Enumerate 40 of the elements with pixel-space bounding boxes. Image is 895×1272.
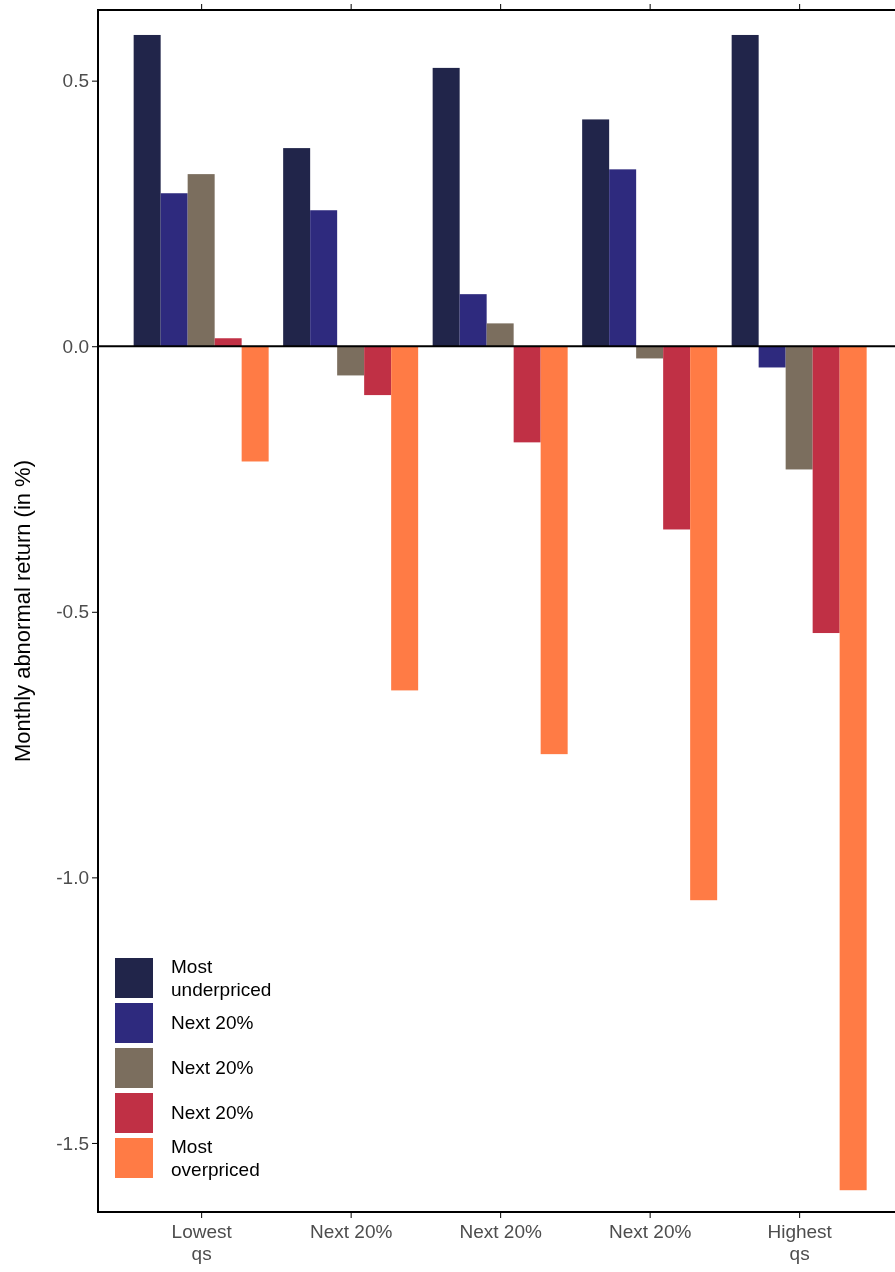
bar: [160, 193, 188, 347]
bar: [459, 294, 487, 347]
bar: [540, 346, 568, 755]
y-axis-title: Monthly abnormal return (in %): [10, 459, 35, 763]
bar: [337, 346, 365, 376]
x-tick-label: Next 20%: [309, 1221, 393, 1242]
bar: [513, 346, 541, 443]
x-tick-label: Lowest qs: [171, 1221, 233, 1264]
bar: [609, 169, 637, 347]
bar: [690, 346, 718, 901]
bar: [310, 210, 338, 347]
bar: [839, 346, 867, 1191]
bar: [636, 346, 664, 359]
bar: [486, 323, 514, 347]
bar: [241, 346, 269, 462]
x-tick-label: Highest qs: [767, 1221, 833, 1264]
bar: [731, 34, 759, 347]
y-tick-label: -1.5: [56, 1132, 89, 1154]
bar: [283, 148, 311, 347]
y-tick-label: -0.5: [56, 601, 89, 623]
legend-label: Most overpriced: [171, 1135, 260, 1180]
x-tick-label: Next 20%: [608, 1221, 692, 1242]
bar: [364, 346, 392, 396]
bar: [663, 346, 691, 530]
bar: [432, 67, 460, 347]
legend-label: Most underpriced: [171, 955, 272, 1000]
legend-label: Next 20%: [171, 1012, 254, 1033]
bar: [187, 174, 215, 347]
x-tick-label: Next 20%: [459, 1221, 542, 1242]
bar: [582, 119, 610, 347]
bar: [133, 34, 161, 347]
bar: [758, 346, 786, 368]
y-tick-label: 0.5: [62, 70, 89, 92]
bar: [812, 346, 840, 634]
legend-label: Next 20%: [171, 1057, 254, 1078]
legend-label: Next 20%: [171, 1102, 254, 1123]
bar: [785, 346, 813, 470]
bar: [391, 346, 419, 691]
y-tick-label: 0.0: [62, 335, 89, 357]
y-tick-label: -1.0: [56, 866, 89, 888]
